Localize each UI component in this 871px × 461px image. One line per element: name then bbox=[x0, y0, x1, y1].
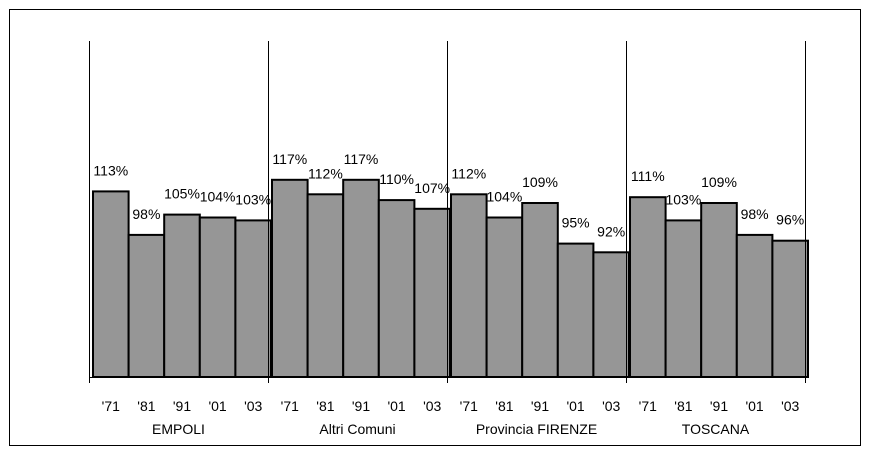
bars-layer bbox=[92, 178, 810, 378]
labels-layer: 113% '71 98% '81 105% '91 104% '01 103% '03 EMPOLI… bbox=[93, 151, 804, 437]
data-label: 92% bbox=[597, 223, 625, 239]
data-label: 98% bbox=[132, 206, 160, 222]
tick-label: '81 bbox=[495, 398, 513, 414]
group-label: TOSCANA bbox=[682, 421, 750, 437]
bar bbox=[306, 193, 345, 378]
tick-label: '91 bbox=[352, 398, 370, 414]
data-label: 104% bbox=[200, 189, 236, 205]
data-label: 109% bbox=[701, 174, 737, 190]
bar bbox=[521, 202, 559, 378]
data-label: 110% bbox=[379, 171, 414, 187]
bar bbox=[127, 233, 166, 378]
group-label: Altri Comuni bbox=[319, 421, 395, 437]
tick-label: '01 bbox=[566, 398, 584, 414]
bar bbox=[485, 216, 524, 378]
bar bbox=[342, 178, 380, 378]
tick-label: '91 bbox=[173, 398, 191, 414]
tick-label: '71 bbox=[102, 398, 120, 414]
tick-label: '81 bbox=[137, 398, 155, 414]
bar bbox=[700, 202, 738, 378]
tick-label: '03 bbox=[602, 398, 620, 414]
data-label: 107% bbox=[414, 180, 450, 196]
data-label: 112% bbox=[451, 165, 486, 181]
data-label: 103% bbox=[235, 191, 271, 207]
data-label: 105% bbox=[164, 186, 200, 202]
bar bbox=[450, 193, 488, 378]
tick-label: '03 bbox=[781, 398, 799, 414]
tick-label: '01 bbox=[387, 398, 405, 414]
group-label: Provincia FIRENZE bbox=[476, 421, 597, 437]
tick-label: '01 bbox=[208, 398, 226, 414]
axis-layer bbox=[89, 41, 806, 383]
tick-label: '71 bbox=[639, 398, 657, 414]
bar bbox=[771, 239, 810, 378]
tick-label: '03 bbox=[423, 398, 441, 414]
tick-label: '91 bbox=[710, 398, 728, 414]
tick-label: '03 bbox=[244, 398, 262, 414]
data-label: 117% bbox=[272, 151, 307, 167]
tick-label: '81 bbox=[316, 398, 334, 414]
tick-label: '91 bbox=[531, 398, 549, 414]
bar bbox=[163, 213, 201, 378]
bar bbox=[556, 242, 595, 378]
tick-label: '81 bbox=[674, 398, 692, 414]
data-label: 117% bbox=[344, 151, 379, 167]
data-label: 96% bbox=[776, 212, 804, 228]
bar bbox=[664, 219, 703, 378]
data-label: 104% bbox=[486, 189, 522, 205]
bar bbox=[413, 207, 451, 378]
data-label: 113% bbox=[93, 162, 128, 178]
data-label: 109% bbox=[522, 174, 558, 190]
bar bbox=[234, 219, 272, 378]
bar bbox=[735, 233, 774, 378]
data-label: 98% bbox=[741, 206, 769, 222]
data-label: 95% bbox=[562, 215, 590, 231]
data-label: 112% bbox=[308, 165, 343, 181]
bar bbox=[198, 216, 237, 378]
bar bbox=[92, 190, 130, 378]
group-label: EMPOLI bbox=[152, 421, 205, 437]
tick-label: '01 bbox=[745, 398, 763, 414]
data-label: 111% bbox=[631, 168, 665, 184]
bar bbox=[592, 251, 631, 378]
data-label: 103% bbox=[665, 191, 701, 207]
tick-label: '71 bbox=[460, 398, 478, 414]
bar bbox=[377, 199, 416, 378]
bar bbox=[271, 178, 309, 378]
tick-label: '71 bbox=[281, 398, 299, 414]
bar bbox=[629, 196, 667, 378]
